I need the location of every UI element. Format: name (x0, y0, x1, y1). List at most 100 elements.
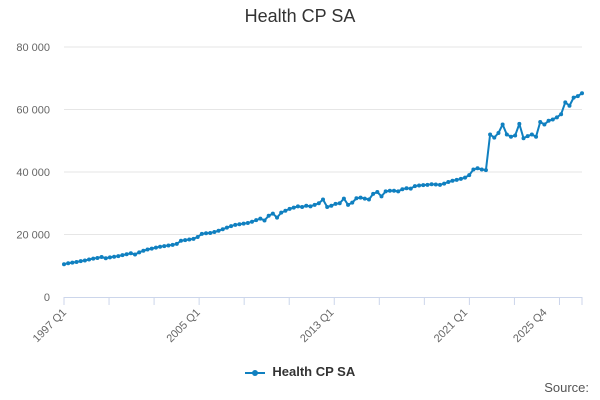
data-point[interactable] (571, 95, 576, 100)
data-point[interactable] (375, 190, 380, 194)
data-point[interactable] (408, 186, 413, 191)
data-point[interactable] (187, 237, 192, 242)
data-point[interactable] (300, 205, 305, 209)
data-point[interactable] (170, 242, 175, 247)
data-point[interactable] (103, 256, 108, 261)
data-point[interactable] (567, 103, 572, 108)
data-point[interactable] (141, 248, 146, 253)
legend[interactable]: Health CP SA (0, 364, 600, 379)
data-point[interactable] (124, 252, 129, 257)
data-point[interactable] (183, 238, 188, 243)
data-point[interactable] (191, 236, 196, 241)
data-point[interactable] (371, 191, 376, 196)
data-point[interactable] (287, 206, 292, 211)
data-point[interactable] (534, 134, 539, 139)
data-point[interactable] (550, 117, 555, 122)
data-point[interactable] (208, 230, 213, 235)
data-point[interactable] (95, 255, 100, 260)
data-point[interactable] (270, 211, 275, 216)
data-point[interactable] (204, 231, 209, 236)
data-point[interactable] (337, 201, 342, 206)
data-point[interactable] (195, 235, 200, 239)
data-point[interactable] (87, 257, 92, 262)
data-point[interactable] (500, 122, 505, 127)
data-point[interactable] (254, 218, 259, 223)
data-point[interactable] (233, 222, 238, 227)
data-point[interactable] (358, 195, 363, 200)
data-point[interactable] (162, 244, 167, 249)
data-point[interactable] (412, 184, 417, 189)
data-point[interactable] (212, 230, 217, 234)
data-point[interactable] (220, 227, 225, 232)
data-point[interactable] (66, 261, 71, 266)
data-point[interactable] (529, 132, 534, 137)
data-point[interactable] (458, 176, 463, 181)
data-point[interactable] (275, 215, 280, 220)
data-point[interactable] (350, 200, 355, 205)
data-point[interactable] (488, 132, 493, 137)
data-point[interactable] (396, 189, 401, 194)
data-point[interactable] (483, 168, 488, 173)
data-point[interactable] (245, 220, 250, 225)
data-point[interactable] (546, 118, 551, 123)
data-point[interactable] (433, 182, 438, 187)
data-point[interactable] (133, 252, 138, 257)
data-point[interactable] (383, 189, 388, 194)
data-point[interactable] (107, 255, 112, 260)
data-point[interactable] (325, 205, 330, 209)
data-point[interactable] (471, 167, 476, 172)
data-point[interactable] (78, 259, 83, 264)
data-point[interactable] (559, 112, 564, 117)
data-point[interactable] (116, 254, 121, 259)
data-point[interactable] (580, 91, 584, 96)
data-point[interactable] (446, 180, 451, 184)
data-point[interactable] (400, 187, 405, 192)
data-point[interactable] (158, 244, 163, 249)
data-point[interactable] (346, 202, 351, 207)
data-point[interactable] (354, 196, 359, 201)
data-point[interactable] (312, 202, 317, 207)
data-point[interactable] (479, 167, 484, 172)
data-point[interactable] (112, 254, 117, 259)
data-point[interactable] (70, 260, 75, 265)
data-point[interactable] (216, 228, 221, 233)
data-point[interactable] (145, 247, 150, 252)
data-point[interactable] (429, 182, 434, 187)
data-point[interactable] (149, 246, 154, 251)
data-point[interactable] (266, 213, 271, 218)
data-point[interactable] (262, 218, 267, 223)
data-point[interactable] (467, 173, 472, 178)
data-point[interactable] (178, 238, 183, 243)
data-point[interactable] (387, 188, 392, 193)
data-point[interactable] (492, 135, 497, 140)
data-point[interactable] (513, 133, 518, 138)
data-point[interactable] (128, 251, 133, 256)
data-point[interactable] (82, 258, 87, 263)
data-point[interactable] (379, 194, 384, 199)
data-point[interactable] (237, 222, 242, 227)
data-point[interactable] (229, 224, 234, 229)
data-point[interactable] (463, 175, 468, 180)
data-point[interactable] (517, 121, 522, 126)
data-point[interactable] (496, 130, 501, 135)
data-point[interactable] (249, 219, 254, 224)
data-point[interactable] (421, 183, 426, 188)
data-point[interactable] (392, 188, 397, 193)
data-point[interactable] (279, 210, 284, 215)
data-point[interactable] (199, 231, 204, 236)
data-point[interactable] (521, 136, 526, 141)
data-point[interactable] (283, 208, 288, 213)
data-point[interactable] (120, 253, 125, 258)
data-point[interactable] (366, 197, 371, 202)
data-point[interactable] (475, 166, 480, 171)
data-point[interactable] (153, 245, 158, 250)
data-point[interactable] (291, 205, 296, 210)
data-point[interactable] (329, 203, 334, 208)
data-point[interactable] (362, 196, 367, 201)
data-point[interactable] (542, 122, 547, 127)
data-point[interactable] (575, 94, 580, 99)
data-point[interactable] (450, 178, 455, 183)
data-point[interactable] (321, 197, 325, 202)
data-point[interactable] (62, 262, 66, 267)
data-point[interactable] (341, 196, 346, 201)
